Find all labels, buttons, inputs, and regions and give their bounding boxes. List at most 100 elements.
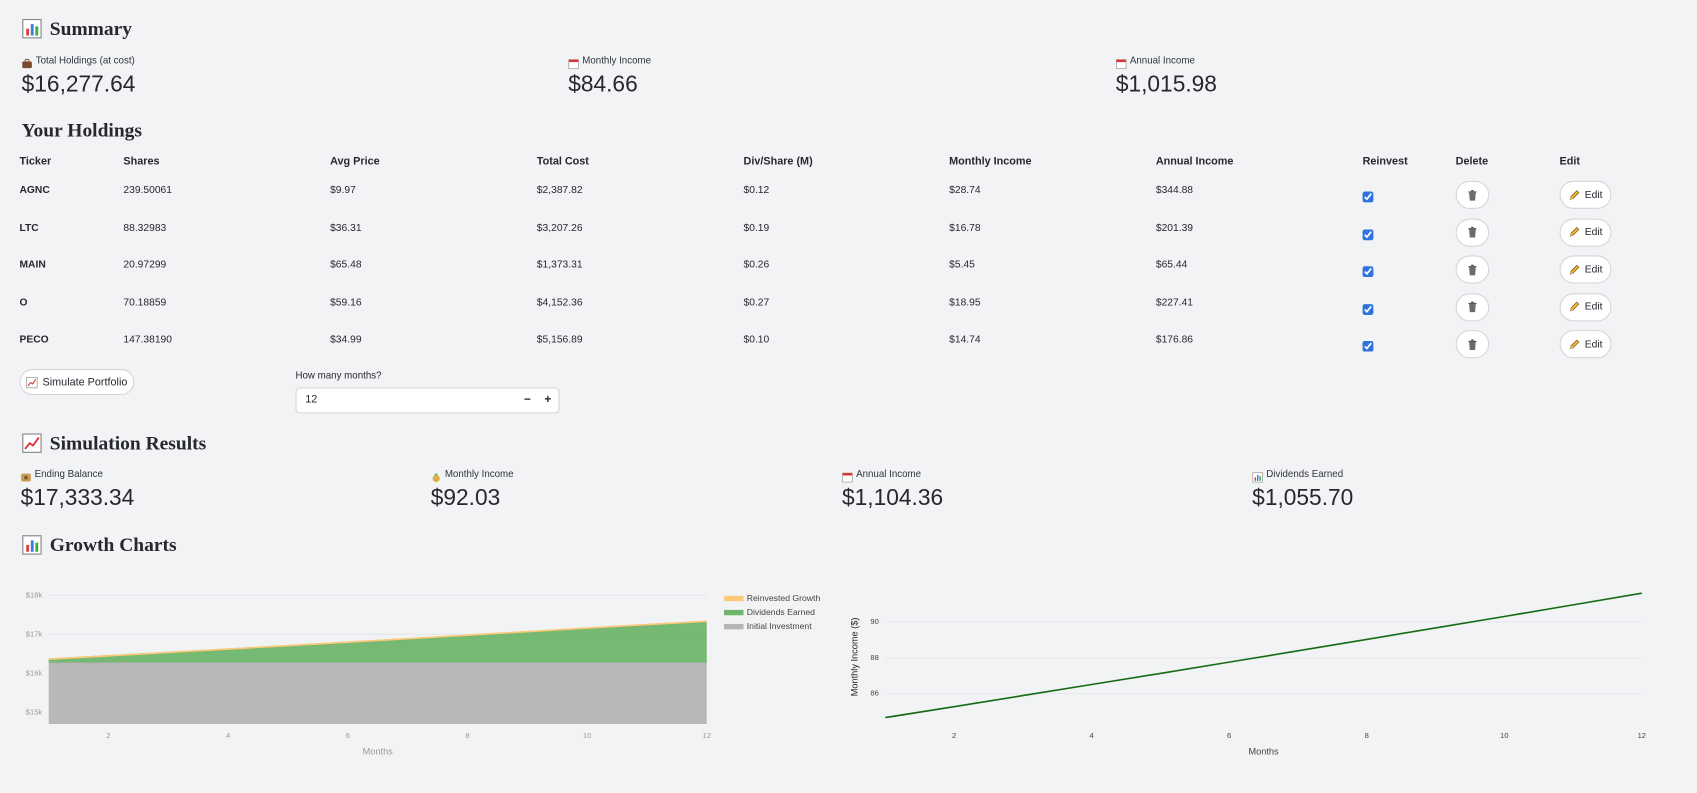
- x-tick-label: 12: [703, 731, 711, 740]
- x-tick-label: 6: [1227, 731, 1231, 740]
- column-header: Annual Income: [1155, 155, 1234, 168]
- x-tick-label: 10: [583, 731, 591, 740]
- reinvest-checkbox[interactable]: [1362, 228, 1374, 240]
- metric-value: $1,104.36: [842, 485, 944, 511]
- increment-button: +: [544, 393, 552, 407]
- cell: $14.74: [949, 333, 981, 346]
- cell: $227.41: [1155, 296, 1194, 309]
- icon: [22, 59, 32, 69]
- icon: [1116, 59, 1127, 69]
- icon: [21, 473, 31, 482]
- months-value: 12: [305, 393, 318, 406]
- reinvest-checkbox[interactable]: [1362, 340, 1374, 352]
- edit-label: Edit: [1584, 338, 1603, 351]
- cell: $3,207.26: [536, 221, 583, 234]
- legend-swatch: [724, 623, 744, 630]
- legend-label: Reinvested Growth: [747, 593, 821, 603]
- cell: $0.26: [743, 258, 770, 271]
- x-tick-label: 2: [106, 731, 110, 740]
- metric-label: Monthly Income: [582, 54, 652, 66]
- edit-button[interactable]: Edit: [1559, 180, 1612, 209]
- icon: [22, 433, 43, 454]
- cell: $65.48: [330, 258, 362, 271]
- y-axis-label: Monthly Income ($): [849, 618, 859, 697]
- ticker: AGNC: [19, 184, 50, 197]
- delete-button[interactable]: [1455, 330, 1490, 359]
- cell: $2,387.82: [536, 184, 583, 197]
- x-tick-label: 8: [465, 731, 469, 740]
- area: [48, 662, 707, 725]
- section-heading: Growth Charts: [49, 533, 177, 556]
- edit-button[interactable]: Edit: [1559, 218, 1612, 247]
- cell: $36.31: [330, 221, 362, 234]
- section-heading: Simulation Results: [49, 432, 207, 454]
- edit-label: Edit: [1584, 300, 1603, 313]
- edit-label: Edit: [1584, 226, 1603, 239]
- reinvest-checkbox[interactable]: [1362, 303, 1374, 315]
- icon: [842, 472, 853, 483]
- simulate-button[interactable]: Simulate Portfolio: [19, 369, 135, 396]
- ticker: O: [19, 296, 28, 309]
- cell: $34.99: [330, 333, 362, 346]
- cell: $59.16: [330, 296, 362, 309]
- delete-button[interactable]: [1455, 180, 1490, 209]
- icon: [568, 55, 579, 69]
- reinvest-checkbox[interactable]: [1362, 266, 1374, 278]
- y-tick-label: $18k: [26, 590, 43, 599]
- column-header: Ticker: [19, 155, 52, 168]
- icon: [1252, 472, 1263, 483]
- icon: [1252, 469, 1263, 483]
- cell: $16.78: [949, 221, 981, 234]
- metric-value: $1,055.70: [1252, 485, 1354, 511]
- cell: $28.74: [949, 184, 981, 197]
- icon: [1468, 226, 1477, 238]
- column-header: Monthly Income: [949, 155, 1032, 168]
- x-tick-label: 6: [346, 731, 350, 740]
- column-header: Shares: [123, 155, 160, 168]
- delete-button[interactable]: [1455, 218, 1490, 247]
- icon: [842, 469, 853, 483]
- x-axis-label: Months: [1248, 747, 1279, 757]
- column-header: Edit: [1559, 155, 1580, 168]
- icon: [22, 535, 43, 556]
- delete-button[interactable]: [1455, 255, 1490, 284]
- cell: 239.50061: [123, 184, 172, 197]
- edit-label: Edit: [1584, 188, 1603, 201]
- icon: [1116, 55, 1127, 69]
- section-heading: Summary: [49, 17, 133, 40]
- edit-button[interactable]: Edit: [1559, 255, 1612, 284]
- cell: $201.39: [1155, 221, 1194, 234]
- ticker: LTC: [19, 221, 39, 234]
- metric-value: $1,015.98: [1115, 71, 1217, 97]
- delete-button[interactable]: [1455, 292, 1490, 321]
- icon: [1468, 338, 1477, 350]
- icon: [432, 473, 440, 483]
- y-tick-label: $15k: [26, 707, 43, 716]
- icon: [1468, 301, 1477, 313]
- edit-button[interactable]: Edit: [1559, 292, 1612, 321]
- column-header: Div/Share (M): [743, 155, 813, 168]
- y-tick-label: 86: [870, 689, 878, 698]
- icon: [21, 469, 32, 482]
- cell: $9.97: [330, 184, 356, 197]
- x-tick-label: 10: [1500, 731, 1508, 740]
- icon: [1570, 301, 1580, 312]
- cell: 147.38190: [123, 333, 172, 346]
- icon: [22, 18, 42, 39]
- y-tick-label: 88: [870, 653, 878, 662]
- cell: $0.19: [743, 221, 770, 234]
- reinvest-checkbox[interactable]: [1362, 191, 1374, 203]
- months-input[interactable]: [295, 387, 560, 414]
- cell: 70.18859: [123, 296, 167, 309]
- y-tick-label: $17k: [26, 629, 43, 638]
- ticker: MAIN: [19, 258, 46, 271]
- line: [885, 592, 1642, 719]
- icon: [1570, 339, 1580, 349]
- icon: [1570, 227, 1580, 237]
- legend-swatch: [724, 595, 744, 602]
- cell: $18.95: [949, 296, 981, 309]
- metric-label: Annual Income: [856, 468, 922, 480]
- edit-button[interactable]: Edit: [1559, 330, 1612, 359]
- x-tick-label: 12: [1638, 731, 1646, 740]
- icon: [1468, 189, 1477, 201]
